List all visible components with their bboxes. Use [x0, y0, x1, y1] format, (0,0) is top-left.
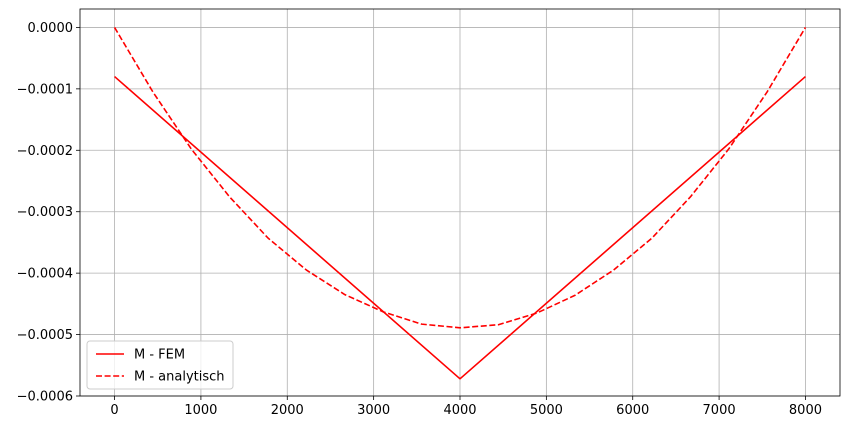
x-tick-label: 5000	[530, 403, 563, 418]
x-tick-label: 4000	[443, 403, 476, 418]
series-line-1	[113, 27, 807, 329]
y-tick-label: −0.0001	[17, 82, 73, 97]
y-tick-label: −0.0002	[17, 144, 73, 159]
legend: M - FEM M - analytisch	[86, 340, 234, 390]
x-tick-label: 3000	[357, 403, 390, 418]
grid	[80, 9, 840, 397]
y-tick-label: −0.0005	[17, 328, 73, 343]
legend-label-fem: M - FEM	[134, 348, 185, 363]
y-tick-label: −0.0004	[17, 267, 73, 282]
x-tick-label: 2000	[271, 403, 304, 418]
y-tick-label: 0.0000	[28, 21, 74, 36]
legend-box	[86, 340, 234, 390]
x-tick-label: 7000	[703, 403, 736, 418]
y-tick-label: −0.0003	[17, 205, 73, 220]
series-layer	[113, 27, 807, 380]
y-tick-label: −0.0006	[17, 390, 73, 405]
x-tick-label: 1000	[184, 403, 217, 418]
x-tick-label: 0	[110, 403, 118, 418]
series-line-0	[114, 75, 806, 380]
axis-ticks: 0 1000 2000 3000 4000 5000 6000 7000 8000 0.0000 −…	[17, 21, 822, 418]
x-tick-label: 8000	[789, 403, 822, 418]
x-tick-label: 6000	[616, 403, 649, 418]
legend-label-analytisch: M - analytisch	[134, 370, 225, 385]
